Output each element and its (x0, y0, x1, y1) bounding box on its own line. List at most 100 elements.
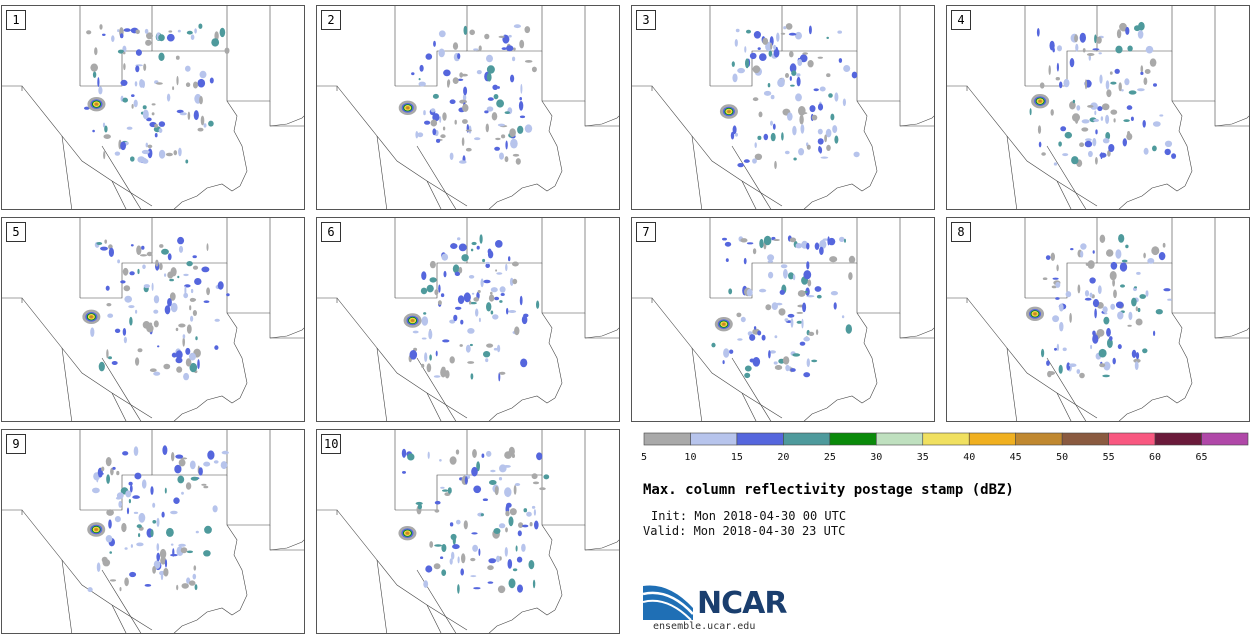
echo-cell (430, 108, 436, 113)
ncar-logo-text: NCAR (697, 586, 787, 621)
echo-cell (806, 242, 810, 250)
echo-cell (722, 360, 725, 365)
echo-cell (523, 313, 529, 318)
echo-cell (457, 584, 460, 594)
ensemble-member-map: 3 (631, 5, 935, 210)
echo-cell (1100, 116, 1104, 121)
member-number: 4 (951, 10, 971, 30)
colorbar-swatch (1154, 432, 1202, 446)
echo-cell (770, 42, 773, 50)
echo-cell (1088, 150, 1093, 158)
echo-cell (123, 28, 131, 32)
echo-cell (97, 77, 100, 88)
echo-cell (1113, 289, 1117, 299)
echo-cell (432, 128, 437, 136)
state-border (426, 392, 442, 421)
echo-cell (740, 238, 748, 243)
echo-cell (1125, 244, 1129, 249)
echo-cell (447, 80, 450, 88)
echo-cell (425, 53, 433, 60)
echo-cell (137, 268, 140, 275)
state-border (2, 509, 23, 515)
colorbar-swatch (736, 432, 784, 446)
echo-cell (104, 239, 107, 244)
echo-cell (731, 61, 735, 67)
echo-cell (819, 239, 827, 249)
state-border (1214, 115, 1249, 127)
echo-cell (208, 120, 214, 127)
echo-cell (173, 150, 178, 156)
echo-cell (111, 361, 118, 365)
echo-cell (426, 284, 434, 293)
state-border (781, 218, 858, 264)
echo-cell (426, 363, 432, 373)
echo-cell (177, 475, 185, 484)
echo-cell (519, 295, 523, 306)
state-border (651, 297, 783, 419)
echo-cell (160, 556, 167, 565)
echo-cell (203, 123, 207, 128)
state-border (61, 135, 73, 209)
echo-cell (455, 306, 462, 310)
echo-cell (463, 86, 468, 96)
state-border (21, 509, 153, 631)
echo-cell (493, 528, 501, 534)
echo-cell (461, 254, 469, 262)
echo-cell (480, 278, 484, 288)
echo-cell (531, 473, 538, 480)
echo-cell (743, 159, 750, 163)
echo-cell (1084, 290, 1090, 297)
echo-cell (463, 25, 468, 35)
echo-cell (1059, 303, 1064, 312)
echo-cell (724, 241, 732, 247)
echo-cell (1094, 110, 1097, 116)
state-border (731, 145, 772, 209)
echo-cell (440, 134, 446, 139)
echo-cell (101, 466, 105, 472)
echo-cell (432, 93, 439, 99)
echo-cell (768, 350, 771, 359)
state-border (1025, 50, 1097, 87)
echo-cell (1137, 307, 1141, 313)
echo-cell (1093, 118, 1099, 122)
ensemble-member-map: 9 (1, 429, 305, 634)
state-border (466, 430, 543, 476)
echo-cell (1072, 99, 1076, 104)
echo-cell (1039, 82, 1045, 89)
echo-cell (785, 73, 789, 78)
echo-cell (447, 487, 452, 494)
echo-cell (153, 371, 161, 376)
echo-cell (532, 481, 540, 485)
echo-cell (190, 476, 199, 481)
echo-cell (488, 255, 491, 258)
echo-cell (482, 498, 488, 501)
echo-cell (457, 237, 461, 241)
echo-cell (782, 356, 790, 365)
echo-cell (481, 453, 485, 458)
echo-cell (773, 44, 777, 50)
echo-cell (792, 125, 797, 136)
echo-cell (1122, 138, 1127, 147)
map-canvas (947, 218, 1249, 421)
echo-cell (1135, 352, 1140, 360)
echo-cell (449, 319, 456, 324)
echo-cell (781, 77, 785, 83)
echo-cell (224, 47, 230, 54)
echo-cell (833, 302, 837, 310)
echo-cell (156, 552, 160, 562)
echo-cell (1074, 34, 1078, 43)
echo-cell (197, 359, 200, 370)
state-border (899, 115, 934, 127)
echo-cell (499, 371, 506, 375)
echo-cell (161, 248, 169, 255)
state-border (856, 312, 878, 399)
echo-cell (734, 39, 738, 47)
echo-cell (513, 485, 517, 495)
echo-cell (763, 235, 772, 246)
echo-cell (169, 292, 176, 301)
echo-cell (827, 236, 830, 246)
state-border (803, 183, 871, 209)
echo-cell (1086, 53, 1095, 56)
echo-cell (753, 326, 757, 330)
echo-cell (436, 138, 441, 143)
